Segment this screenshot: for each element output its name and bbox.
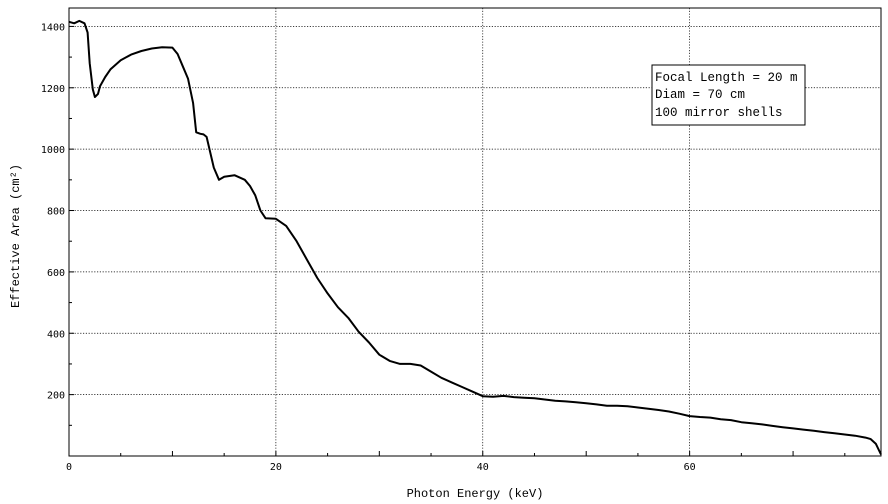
grid-layer bbox=[69, 8, 881, 456]
y-tick-label: 1000 bbox=[41, 145, 65, 156]
tick-layer: 0 20 40 60 200 400 600 800 1000 1200 1400 bbox=[41, 22, 846, 473]
annotation-diameter: Diam = 70 cm bbox=[655, 88, 745, 102]
y-tick-label: 1400 bbox=[41, 22, 65, 33]
plot-frame bbox=[68, 7, 882, 457]
y-tick-label: 800 bbox=[47, 207, 65, 218]
x-tick-label: 60 bbox=[684, 462, 696, 473]
annotation-mirror-shells: 100 mirror shells bbox=[655, 106, 783, 120]
x-axis-title: Photon Energy (keV) bbox=[407, 487, 544, 501]
y-tick-label: 200 bbox=[47, 391, 65, 402]
y-tick-label: 600 bbox=[47, 268, 65, 279]
x-tick-label: 20 bbox=[270, 462, 282, 473]
y-axis-title: Effective Area (cm²) bbox=[9, 164, 23, 308]
annotation-focal-length: Focal Length = 20 m bbox=[655, 71, 798, 85]
y-tick-label: 400 bbox=[47, 329, 65, 340]
x-tick-label: 40 bbox=[477, 462, 489, 473]
x-tick-label: 0 bbox=[66, 462, 72, 473]
effective-area-line bbox=[68, 19, 882, 455]
y-tick-label: 1200 bbox=[41, 84, 65, 95]
annotation-box: Focal Length = 20 m Diam = 70 cm 100 mir… bbox=[651, 64, 806, 126]
